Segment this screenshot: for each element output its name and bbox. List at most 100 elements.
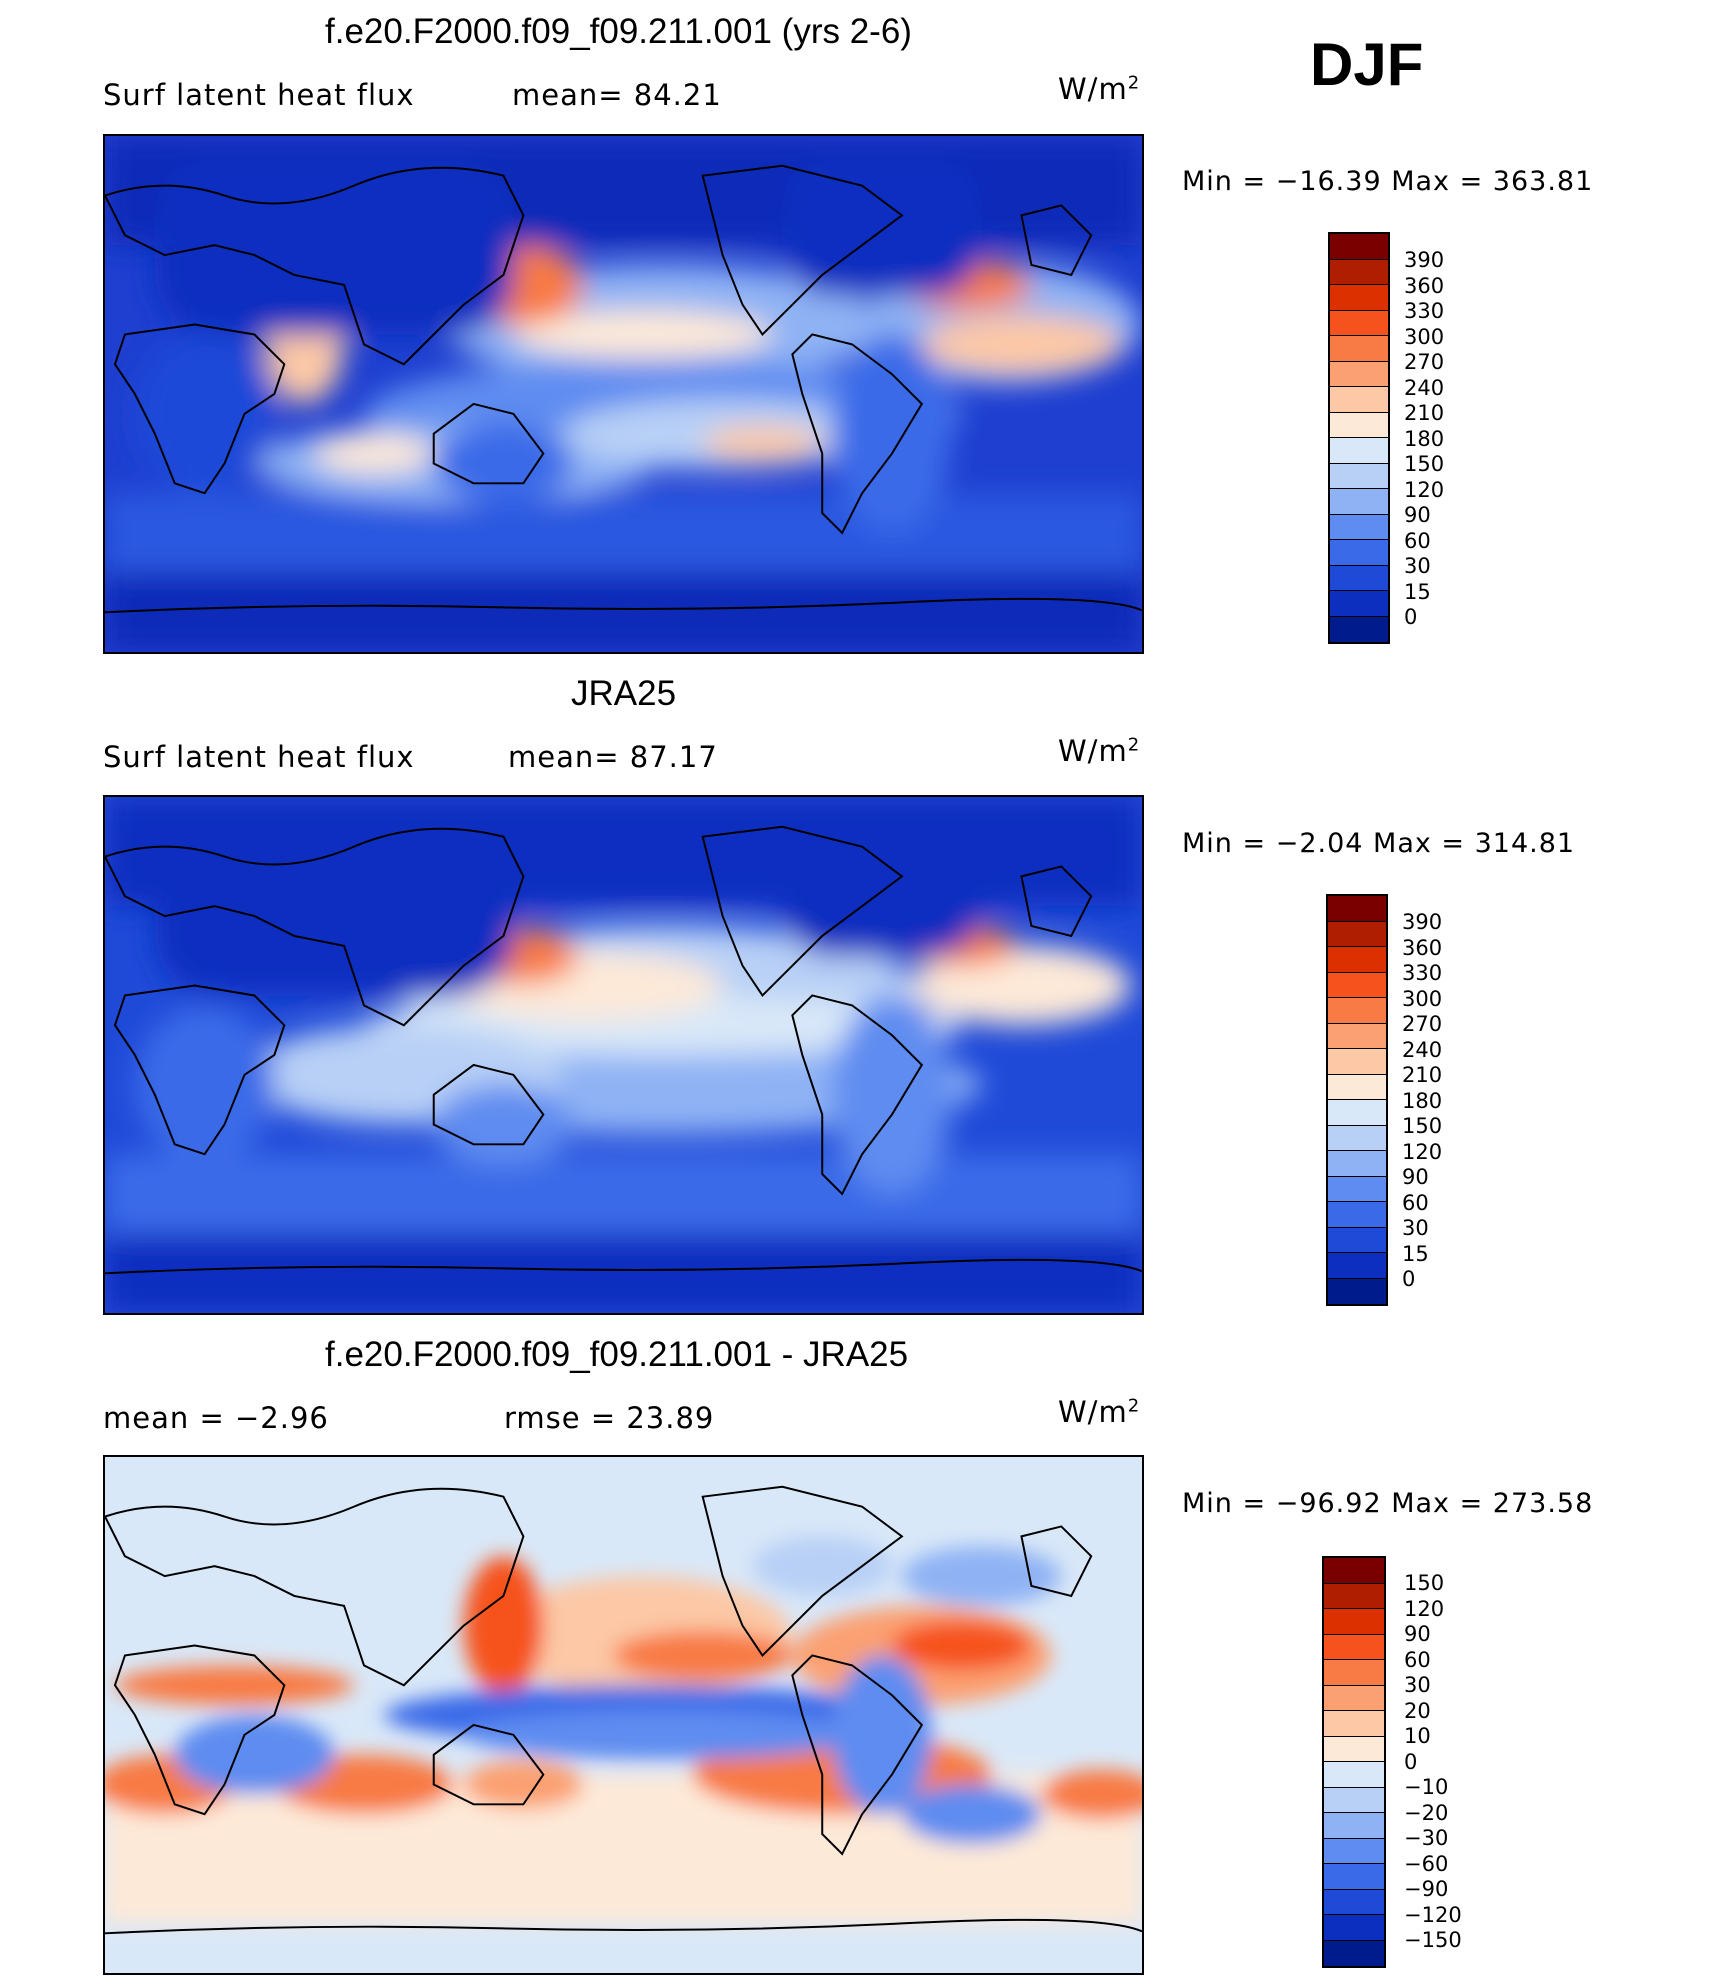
colorbar-tick-label: 390 xyxy=(1402,910,1443,934)
colorbar-swatch xyxy=(1324,1864,1384,1890)
colorbar-tick-label: 390 xyxy=(1404,248,1445,272)
panel-2-mean-label: mean= 87.17 xyxy=(508,740,718,774)
panel-3-title: f.e20.F2000.f09_f09.211.001 - JRA25 xyxy=(325,1335,909,1374)
panel-2-variable-label: Surf latent heat flux xyxy=(103,740,415,774)
panel-3-min-max: Min = −96.92 Max = 273.58 xyxy=(1182,1488,1594,1519)
panel-3-rmse-label: rmse = 23.89 xyxy=(504,1401,715,1435)
colorbar-tick-label: −20 xyxy=(1404,1800,1449,1825)
colorbar-tick-label: 60 xyxy=(1404,1647,1431,1672)
colorbar-tick-label: 330 xyxy=(1402,961,1443,985)
colorbar-tick-label: 270 xyxy=(1402,1012,1443,1036)
colorbar-swatch xyxy=(1330,514,1388,540)
colorbar-tick-label: 0 xyxy=(1402,1267,1416,1291)
season-label: DJF xyxy=(1310,31,1424,98)
colorbar-swatch xyxy=(1324,1889,1384,1915)
colorbar-tick-label: 0 xyxy=(1404,1749,1418,1774)
panel-3-mean-label: mean = −2.96 xyxy=(103,1401,329,1435)
colorbar-swatch xyxy=(1330,387,1388,413)
colorbar-tick-label: 150 xyxy=(1404,1571,1445,1595)
colorbar-swatch xyxy=(1328,1074,1386,1100)
colorbar-swatch xyxy=(1330,616,1388,642)
colorbar-swatch xyxy=(1328,1227,1386,1253)
panel-2-colorbar-labels: 390 360 330 300 270 240 210 180 150 120 90 60 30 15 0 xyxy=(1402,910,1502,1291)
colorbar-swatch xyxy=(1328,998,1386,1024)
colorbar-swatch xyxy=(1330,591,1388,617)
colorbar-swatch xyxy=(1328,1049,1386,1075)
colorbar-tick-label: 210 xyxy=(1402,1063,1443,1087)
colorbar-tick-label: 150 xyxy=(1404,452,1445,476)
panel-2-map-graphic xyxy=(105,797,1142,1313)
colorbar-swatch xyxy=(1328,1151,1386,1177)
colorbar-tick-label: −60 xyxy=(1404,1851,1449,1876)
colorbar-tick-label: 30 xyxy=(1404,554,1431,578)
colorbar-swatch xyxy=(1324,1736,1384,1762)
colorbar-tick-label: 90 xyxy=(1404,503,1431,527)
colorbar-tick-label: 30 xyxy=(1404,1673,1431,1697)
colorbar-swatch xyxy=(1330,565,1388,591)
panel-1-map-graphic xyxy=(105,136,1142,652)
colorbar-tick-label: 270 xyxy=(1404,350,1445,374)
colorbar-swatch xyxy=(1324,1558,1384,1584)
colorbar-swatch xyxy=(1328,1100,1386,1126)
colorbar-swatch xyxy=(1328,896,1386,922)
colorbar-swatch xyxy=(1324,1711,1384,1737)
colorbar-swatch xyxy=(1328,1176,1386,1202)
colorbar-tick-label: 10 xyxy=(1404,1724,1431,1748)
colorbar-swatch xyxy=(1328,947,1386,973)
colorbar-tick-label: −150 xyxy=(1404,1928,1462,1952)
colorbar-swatch xyxy=(1328,1125,1386,1151)
panel-3-map-graphic xyxy=(105,1485,1142,1935)
colorbar-tick-label: −90 xyxy=(1404,1877,1449,1901)
colorbar-tick-label: 120 xyxy=(1402,1139,1443,1164)
colorbar-swatch xyxy=(1324,1634,1384,1660)
colorbar-tick-label: 210 xyxy=(1404,401,1445,425)
colorbar-swatch xyxy=(1324,1940,1384,1966)
colorbar-tick-label: 60 xyxy=(1404,528,1431,553)
panel-1-min-max: Min = −16.39 Max = 363.81 xyxy=(1182,166,1594,197)
colorbar-swatch xyxy=(1324,1685,1384,1711)
panel-1-colorbar xyxy=(1328,232,1390,644)
colorbar-swatch xyxy=(1330,361,1388,387)
colorbar-tick-label: 15 xyxy=(1402,1241,1429,1266)
panel-1-title: f.e20.F2000.f09_f09.211.001 (yrs 2-6) xyxy=(325,12,912,51)
colorbar-swatch xyxy=(1330,489,1388,515)
colorbar-tick-label: 30 xyxy=(1402,1216,1429,1240)
colorbar-swatch xyxy=(1330,540,1388,566)
colorbar-tick-label: 180 xyxy=(1402,1088,1443,1113)
colorbar-tick-label: −10 xyxy=(1404,1775,1449,1799)
colorbar-tick-label: 360 xyxy=(1404,273,1445,298)
colorbar-tick-label: 240 xyxy=(1402,1037,1443,1062)
colorbar-swatch xyxy=(1328,921,1386,947)
colorbar-swatch xyxy=(1328,972,1386,998)
colorbar-swatch xyxy=(1330,310,1388,336)
colorbar-tick-label: 90 xyxy=(1404,1622,1431,1646)
panel-2-colorbar xyxy=(1326,894,1388,1306)
panel-2-min-max: Min = −2.04 Max = 314.81 xyxy=(1182,828,1576,859)
colorbar-tick-label: 180 xyxy=(1404,426,1445,451)
colorbar-tick-label: 60 xyxy=(1402,1190,1429,1215)
colorbar-tick-label: 300 xyxy=(1404,324,1445,349)
colorbar-swatch xyxy=(1324,1915,1384,1941)
colorbar-swatch xyxy=(1324,1787,1384,1813)
panel-2-units: W/m2 xyxy=(1058,734,1141,768)
panel-1-units: W/m2 xyxy=(1058,72,1141,106)
panel-3-colorbar-labels: 150 120 90 60 30 20 10 0 −10 −20 −30 −60 −90 −120 −150 xyxy=(1404,1571,1504,1952)
panel-2-title: JRA25 xyxy=(571,674,677,713)
colorbar-tick-label: 90 xyxy=(1402,1165,1429,1189)
colorbar-tick-label: 120 xyxy=(1404,477,1445,502)
colorbar-swatch xyxy=(1330,234,1388,260)
colorbar-swatch xyxy=(1324,1660,1384,1686)
colorbar-swatch xyxy=(1324,1838,1384,1864)
colorbar-swatch xyxy=(1330,438,1388,464)
colorbar-swatch xyxy=(1324,1609,1384,1635)
colorbar-swatch xyxy=(1330,463,1388,489)
colorbar-tick-label: −120 xyxy=(1404,1902,1462,1927)
colorbar-tick-label: 20 xyxy=(1404,1698,1431,1723)
colorbar-tick-label: −30 xyxy=(1404,1826,1449,1850)
colorbar-swatch xyxy=(1330,285,1388,311)
panel-3-units: W/m2 xyxy=(1058,1395,1141,1429)
panel-1-mean-label: mean= 84.21 xyxy=(512,78,722,112)
colorbar-swatch xyxy=(1324,1583,1384,1609)
colorbar-tick-label: 360 xyxy=(1402,935,1443,960)
colorbar-swatch xyxy=(1324,1813,1384,1839)
